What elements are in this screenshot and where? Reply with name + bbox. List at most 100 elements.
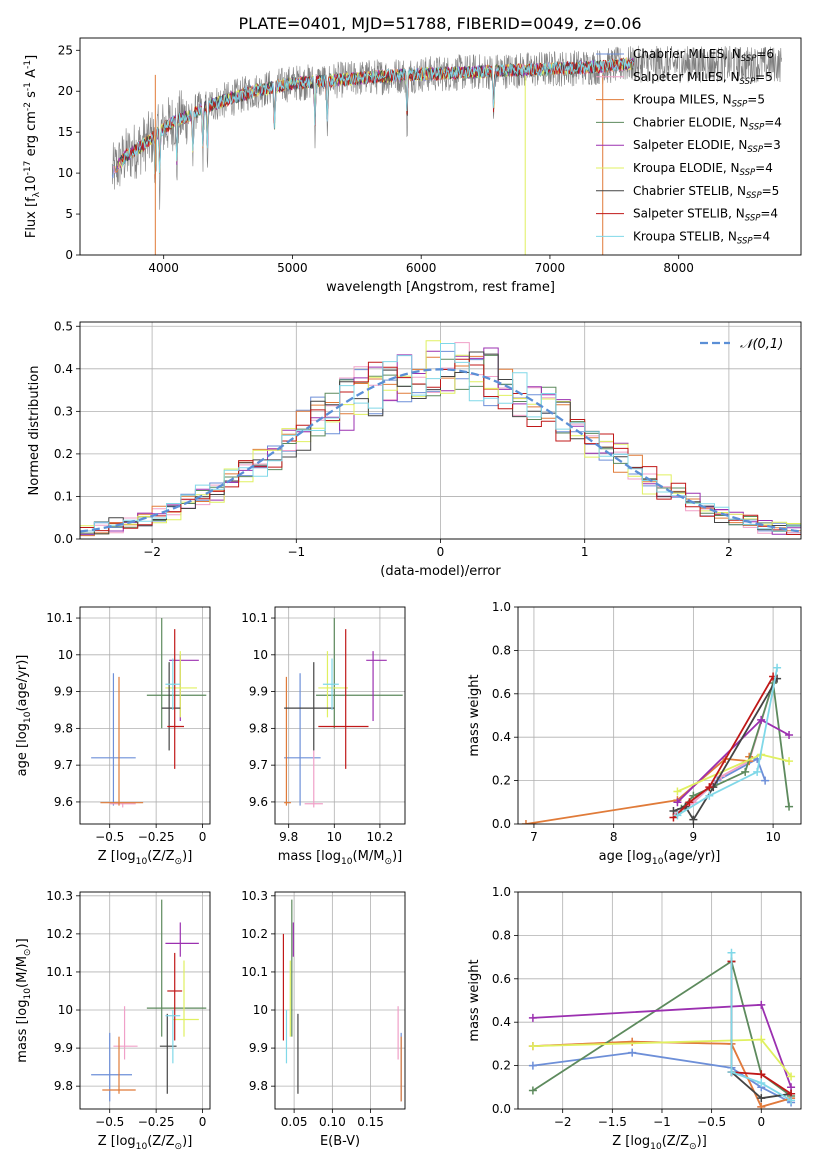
label-text: (age/yr)] (663, 849, 720, 864)
y-tick-label: 9.9 (249, 685, 268, 699)
weight-line (532, 959, 792, 1097)
y-tick-label: 10.1 (46, 965, 73, 979)
x-tick-label: 1 (581, 545, 589, 559)
label-text: 10 (24, 175, 39, 192)
legend-label-tail: =4 (755, 161, 773, 175)
y-tick-label: 0.2 (492, 1059, 511, 1073)
label-text: (age/yr)] (15, 655, 30, 712)
legend-label-sub: SSP (747, 145, 763, 155)
label-text: (Z/Z (147, 1134, 174, 1149)
y-tick-label: 25 (58, 43, 73, 57)
plot-area (521, 663, 794, 824)
label-text: Flux [f (24, 197, 39, 238)
label-superscript: -17 (23, 160, 33, 175)
weight-marker (761, 776, 770, 785)
label-text: A (24, 69, 39, 82)
weight-marker (705, 791, 714, 800)
x-tick-label: 0 (199, 1115, 207, 1129)
axes-frame (517, 891, 802, 1110)
legend-label: Salpeter ELODIE, NSSP=3 (633, 138, 781, 155)
label-text: )] (697, 1134, 707, 1149)
label-text: wavelength [Angstrom, rest frame] (326, 280, 555, 295)
y-tick-label: 0.3 (54, 404, 73, 418)
x-tick-label: −0.5 (95, 1115, 124, 1129)
label-subscript: ⊙ (23, 948, 33, 956)
axes-mass-EBV: 0.05 0.10 0.15 9.8 9.9 10 10.1 10.2 10.3 E(B-V) (241, 889, 406, 1149)
y-tick-label: 20 (58, 84, 73, 98)
weight-line (525, 756, 751, 824)
weight-marker (689, 815, 698, 824)
weight-marker (528, 1086, 537, 1095)
y-tick-label: 10.2 (46, 927, 73, 941)
x-tick-label: −1.5 (598, 1115, 627, 1129)
weight-marker (757, 1000, 766, 1009)
x-tick-label: −0.25 (138, 1115, 175, 1129)
y-tick-label: 0.0 (492, 1102, 511, 1116)
y-tick-label: 0.4 (492, 730, 511, 744)
legend-label-sub: SSP (746, 191, 762, 201)
normal-curve (80, 368, 801, 533)
label-text: E(B-V) (320, 1134, 360, 1149)
axes-massweight-age: 7 8 9 10 0.0 0.2 0.4 0.6 0.8 1.0 age [log10​(age/y… (467, 600, 802, 867)
axes-frame (79, 321, 802, 540)
axes-frame (274, 606, 406, 825)
label-subscript: 10 (136, 857, 148, 867)
axes-age-Z: −0.5 −0.25 0 9.6 9.7 9.8 9.9 10 10.1 Z [log10​(Z/… (15, 606, 211, 867)
legend-label-main: Kroupa ELODIE, N (633, 161, 740, 175)
weight-marker (773, 663, 782, 672)
axes-mass-Z: −0.5 −0.25 0 9.8 9.9 10 10.1 10.2 10.3 Z [log10​(… (15, 889, 211, 1152)
x-tick-label: −0.5 (95, 830, 124, 844)
y-tick-label: 0.6 (492, 972, 511, 986)
legend-label-tail: =5 (755, 70, 773, 84)
y-tick-label: 0.0 (54, 532, 73, 546)
y-tick-label: 10 (253, 648, 268, 662)
axes-frame (517, 606, 802, 825)
plot-area (282, 899, 402, 1102)
label-text: age [log (15, 723, 30, 776)
x-tick-label: 0 (199, 830, 207, 844)
label-subscript: 10 (23, 988, 33, 1000)
weight-marker (757, 1094, 766, 1103)
label-text: (Z/Z (147, 849, 174, 864)
plot-area (91, 899, 207, 1102)
weight-marker (528, 1042, 537, 1051)
y-axis-label: mass weight (467, 674, 482, 756)
legend-label: Kroupa ELODIE, NSSP=4 (633, 161, 773, 178)
x-tick-label: 0 (757, 1115, 765, 1129)
axes-frame (79, 606, 211, 825)
x-tick-label: −1 (287, 545, 305, 559)
y-tick-label: 10.2 (241, 927, 268, 941)
legend-label-tail: =3 (763, 138, 781, 152)
y-tick-label: 0.4 (54, 362, 73, 376)
x-tick-label: 8 (610, 830, 618, 844)
weight-marker (741, 767, 750, 776)
x-tick-label: −0.5 (697, 1115, 726, 1129)
legend-label-main: Salpeter ELODIE, N (633, 138, 747, 152)
x-tick-label: −1 (653, 1115, 671, 1129)
weight-marker (685, 798, 694, 807)
legend-label-main: Kroupa STELIB, N (633, 229, 737, 243)
axes-frame (274, 891, 406, 1110)
weight-marker (705, 783, 714, 792)
weight-marker (673, 798, 682, 807)
legend-label-sub: SSP (740, 168, 756, 178)
x-tick-label: 0.05 (281, 1115, 308, 1129)
label-subscript: 10 (341, 857, 353, 867)
x-tick-label: 4000 (148, 261, 179, 275)
legend-label-main: Chabrier MILES, N (633, 47, 741, 61)
y-tick-label: 0.1 (54, 489, 73, 503)
x-axis-label: Z [log10​(Z/Z⊙​)] (612, 1134, 707, 1152)
label-text: Z [log (98, 849, 136, 864)
plot-area (284, 618, 403, 808)
x-tick-label: 8000 (663, 261, 694, 275)
y-tick-label: 0.8 (492, 928, 511, 942)
y-tick-label: 9.9 (54, 1041, 73, 1055)
legend-label-main: Salpeter MILES, N (633, 70, 740, 84)
weight-line (672, 675, 774, 819)
y-tick-label: 1.0 (492, 600, 511, 614)
weight-marker (727, 1068, 736, 1077)
y-axis-label: Flux [fλ​10-17​ erg cm-2​ s-1​ A-1​] (23, 55, 42, 238)
x-axis-label: Z [log10​(Z/Z⊙​)] (98, 849, 193, 867)
